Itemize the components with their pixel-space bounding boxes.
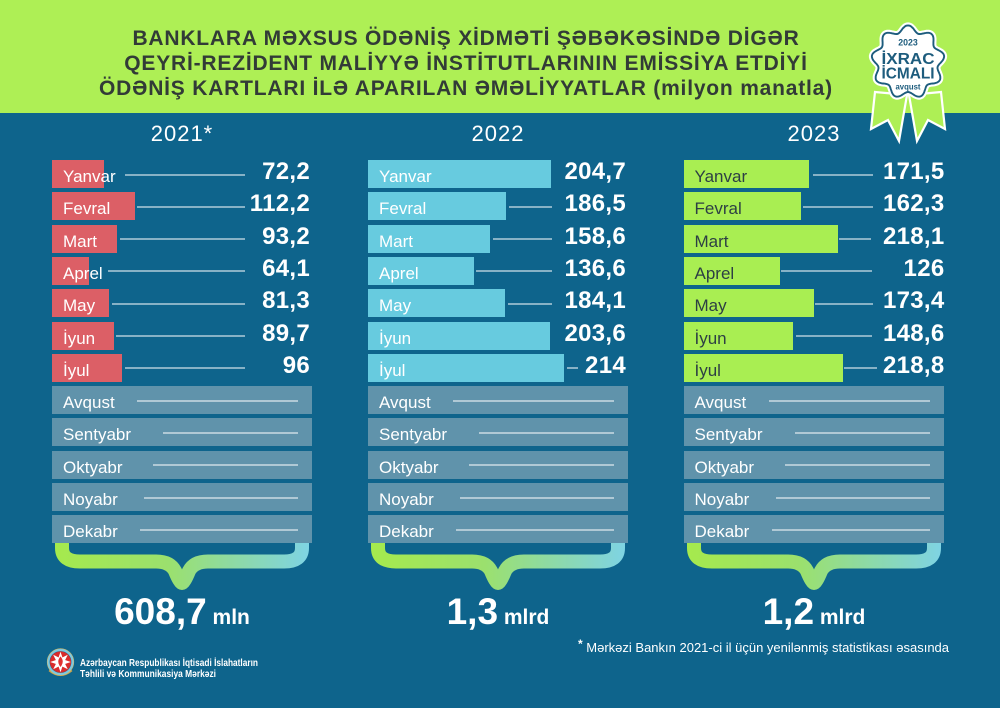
svg-text:2023: 2023 <box>898 38 918 48</box>
svg-text:Azərbaycan Respublikası İqtisa: Azərbaycan Respublikası İqtisadi İslahat… <box>80 656 258 669</box>
svg-text:avqust: avqust <box>896 81 921 91</box>
svg-text:Təhlili və Kommunikasiya Mərkə: Təhlili və Kommunikasiya Mərkəzi <box>80 668 216 680</box>
svg-text:İXRAC: İXRAC <box>882 50 935 68</box>
svg-text:İCMALI: İCMALI <box>882 65 935 83</box>
